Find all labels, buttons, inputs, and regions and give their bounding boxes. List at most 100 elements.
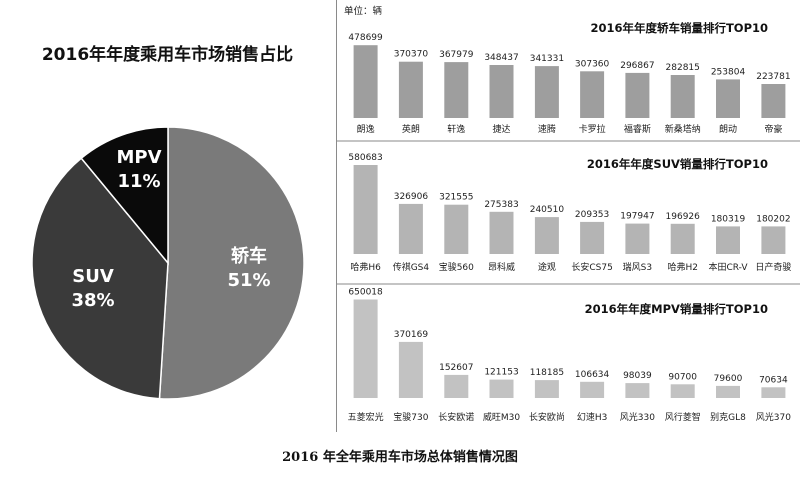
bar-value-label: 580683 [348,153,382,163]
pie-slice-percent: 38% [71,290,114,311]
category-label: 宝骏560 [439,261,474,273]
category-label: 速腾 [538,123,556,135]
bar-value-label: 275383 [484,200,518,210]
bar [534,380,559,398]
bar-value-label: 370370 [394,50,429,60]
category-label: 捷达 [492,123,510,135]
bar-value-label: 121153 [484,368,518,378]
bar [353,45,378,119]
category-label: 风行菱智 [665,411,701,423]
bar [489,379,514,398]
bar-value-label: 152607 [439,363,473,373]
bar-value-label: 180202 [756,214,790,224]
bar [489,211,514,254]
bar-value-label: 196926 [666,212,701,222]
bar-value-label: 118185 [530,368,564,378]
category-label: 五菱宏光 [348,411,384,423]
unit-label: 单位：辆 [344,5,383,17]
category-label: 威旺M30 [483,411,520,423]
bar-value-label: 341331 [530,54,564,64]
bar [534,217,559,254]
category-label: 瑞风S3 [623,261,652,273]
bar [670,75,695,118]
bar [716,226,740,254]
bar-charts: 单位：辆 2016年年度轿车销量排行TOP10 478699 朗逸 370370 英朗 36… [337,5,800,423]
category-label: 宝骏730 [393,411,428,423]
bar [625,72,650,118]
category-label: 朗逸 [357,123,375,135]
bar [489,65,514,118]
category-label: 昂科威 [488,261,515,273]
bar-value-label: 70634 [759,375,788,385]
bar [353,299,378,398]
bar-value-label: 307360 [575,59,610,69]
bar-value-label: 79600 [714,374,743,384]
bar-chart-title: 2016年年度MPV销量排行TOP10 [585,302,768,316]
bar-value-label: 209353 [575,210,609,220]
category-label: 朗动 [719,123,737,135]
category-label: 轩逸 [447,123,465,135]
category-label: 幻速H3 [577,411,608,423]
bar [444,62,469,118]
bar-value-label: 253804 [711,67,746,77]
bar-value-label: 90700 [668,372,697,382]
bar-value-label: 478699 [348,33,383,43]
bar [625,383,650,398]
pie-chart: 轿车 51% SUV 38% MPV 11% [31,126,305,400]
category-label: 风光330 [620,411,655,423]
pie-slice-name: SUV [72,266,114,287]
bar-value-label: 197947 [620,212,654,222]
bar [398,341,423,398]
bar-value-label: 106634 [575,370,610,380]
bar [670,223,695,254]
category-label: 哈弗H2 [667,261,698,273]
pie-slice [31,157,169,400]
bar-value-label: 180319 [711,214,746,224]
bar-value-label: 223781 [756,72,790,82]
bar [716,385,740,398]
bar [625,223,650,254]
vertical-divider [336,0,337,432]
pie-slice-name: MPV [116,147,161,168]
category-label: 帝豪 [764,123,782,135]
category-label: 途观 [538,261,556,273]
bar [444,374,469,398]
bar-value-label: 650018 [348,288,383,298]
bar-chart-title: 2016年年度SUV销量排行TOP10 [587,157,768,171]
category-label: 卡罗拉 [579,123,606,135]
bar-value-label: 282815 [666,63,700,73]
category-label: 哈弗H6 [350,261,381,273]
figure-caption: 2016 年全年乘用车市场总体销售情况图 [282,450,518,465]
bar [398,61,423,118]
category-label: 本田CR-V [708,261,748,273]
category-label: 福睿斯 [624,123,651,135]
bar-chart-title: 2016年年度轿车销量排行TOP10 [590,21,768,35]
pie-slice-percent: 11% [117,171,160,192]
pie-slice-percent: 51% [227,270,270,291]
pie-slice [158,126,305,400]
category-label: 英朗 [402,123,420,135]
bar [580,221,605,254]
category-label: 日产奇骏 [755,261,791,273]
bar [398,203,423,254]
pie-slice [80,126,169,266]
bar-value-label: 367979 [439,50,474,60]
category-label: 长安CS75 [571,261,612,273]
category-label: 别克GL8 [710,412,746,423]
bar [580,381,605,398]
bar [670,384,695,398]
bar [761,84,786,118]
bar [580,71,605,118]
bar-value-label: 296867 [620,61,654,71]
bar-value-label: 348437 [484,53,518,63]
category-label: 长安欧尚 [529,411,565,423]
bar-value-label: 326906 [394,192,429,202]
bar [716,79,740,118]
bar [444,204,469,254]
bar [761,226,786,254]
pie-slice-name: 轿车 [231,245,267,267]
bar-value-label: 321555 [439,193,473,203]
bar [353,165,378,254]
bar-value-label: 240510 [530,205,565,215]
category-label: 长安欧诺 [438,411,474,423]
